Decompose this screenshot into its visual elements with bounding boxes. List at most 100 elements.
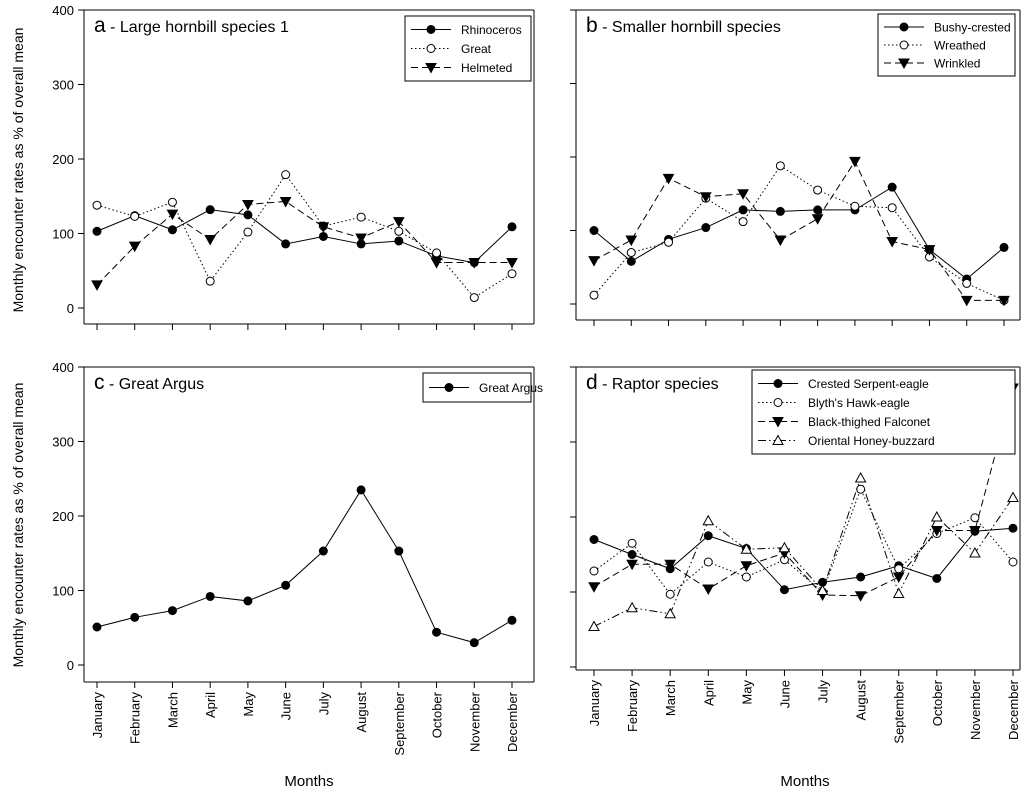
- data-point: [92, 226, 102, 236]
- y-tick-label: 0: [67, 301, 74, 316]
- x-tick-label: February: [128, 692, 143, 745]
- legend-marker: [426, 25, 436, 34]
- y-tick-label: 400: [52, 3, 74, 18]
- data-point: [130, 211, 140, 221]
- data-point: [892, 587, 905, 598]
- data-point: [392, 217, 405, 228]
- x-tick-label: November: [968, 679, 983, 740]
- data-point: [816, 584, 829, 595]
- data-point: [279, 196, 292, 208]
- data-point: [166, 209, 179, 221]
- x-tick-label: November: [467, 691, 482, 752]
- data-point: [588, 620, 600, 631]
- data-point: [626, 601, 638, 613]
- data-point: [432, 627, 442, 637]
- data-point: [626, 248, 636, 258]
- x-tick-label: August: [354, 692, 369, 733]
- data-point: [242, 199, 254, 211]
- panel-title: c - Great Argus: [94, 371, 204, 394]
- x-tick-label: September: [392, 691, 407, 755]
- data-point: [960, 295, 973, 307]
- data-point: [970, 513, 980, 523]
- data-point: [854, 591, 867, 602]
- data-point: [811, 214, 824, 225]
- data-point: [92, 622, 102, 632]
- data-point: [886, 237, 899, 248]
- data-point: [625, 235, 638, 247]
- data-point: [740, 543, 753, 554]
- legend-marker: [773, 379, 783, 388]
- data-point: [588, 256, 600, 267]
- panel-title: d - Raptor species: [586, 371, 719, 394]
- data-point: [589, 290, 599, 300]
- data-point: [91, 280, 103, 291]
- data-point: [894, 564, 904, 574]
- data-point: [702, 584, 715, 596]
- legend-box: [751, 369, 1016, 455]
- data-point: [741, 572, 751, 582]
- series-line: [593, 487, 1014, 595]
- data-point: [626, 256, 636, 266]
- data-point: [167, 197, 177, 207]
- data-point: [779, 585, 789, 595]
- data-point: [887, 203, 897, 213]
- chart-panel-b: b - Smaller hornbill species Bushy-creste…: [570, 9, 1021, 326]
- legend-label: Bushy-crested: [934, 21, 1011, 35]
- x-tick-label: June: [279, 692, 294, 720]
- data-point: [665, 589, 675, 599]
- data-point: [699, 192, 712, 203]
- data-point: [930, 510, 943, 522]
- legend-label: Oriental Honey-buzzard: [808, 434, 935, 448]
- legend-label: Wrinkled: [934, 57, 980, 71]
- data-point: [430, 258, 443, 269]
- x-tick-label: March: [663, 680, 678, 716]
- data-point: [1007, 491, 1019, 502]
- y-tick-label: 0: [67, 658, 74, 673]
- y-tick-label: 100: [52, 584, 74, 599]
- data-point: [778, 541, 791, 553]
- chart-panel-d: January February March April May June July Augu…: [570, 366, 1021, 744]
- data-point: [664, 237, 674, 247]
- data-point: [356, 485, 366, 495]
- data-point: [1008, 557, 1018, 567]
- data-point: [775, 161, 785, 171]
- series-line: [593, 527, 1014, 591]
- data-point: [740, 561, 753, 572]
- data-point: [281, 580, 291, 590]
- series-line: [96, 200, 512, 286]
- x-tick-label: April: [701, 680, 716, 706]
- y-tick-label: 200: [52, 152, 74, 167]
- legend-marker: [772, 417, 784, 428]
- x-tick-label: October: [930, 679, 945, 726]
- data-point: [588, 582, 600, 593]
- x-tick-label: May: [241, 692, 256, 717]
- data-point: [468, 258, 481, 269]
- data-point: [701, 223, 711, 233]
- data-point: [737, 189, 749, 200]
- y-tick-label: 400: [52, 360, 74, 375]
- data-point: [507, 615, 517, 625]
- legend-label: Black-thighed Falconet: [808, 415, 931, 429]
- data-point: [204, 234, 217, 246]
- x-tick-label: July: [316, 692, 331, 716]
- data-point: [813, 205, 823, 215]
- data-point: [998, 295, 1010, 307]
- data-point: [850, 201, 860, 211]
- data-point: [962, 278, 972, 288]
- data-point: [167, 225, 177, 235]
- data-point: [318, 231, 328, 241]
- data-point: [703, 557, 713, 567]
- panel-title: a - Large hornbill species 1: [94, 14, 289, 37]
- series-line: [593, 476, 1014, 627]
- data-point: [923, 245, 936, 256]
- x-tick-label: August: [854, 680, 869, 721]
- x-tick-label: February: [625, 680, 640, 733]
- data-point: [205, 591, 215, 601]
- legend-marker: [426, 44, 436, 53]
- x-tick-label: December: [1006, 679, 1021, 740]
- data-point: [627, 550, 637, 559]
- data-point: [589, 535, 599, 544]
- legend-label: Blyth's Hawk-eagle: [808, 396, 910, 410]
- legend-marker: [444, 383, 454, 392]
